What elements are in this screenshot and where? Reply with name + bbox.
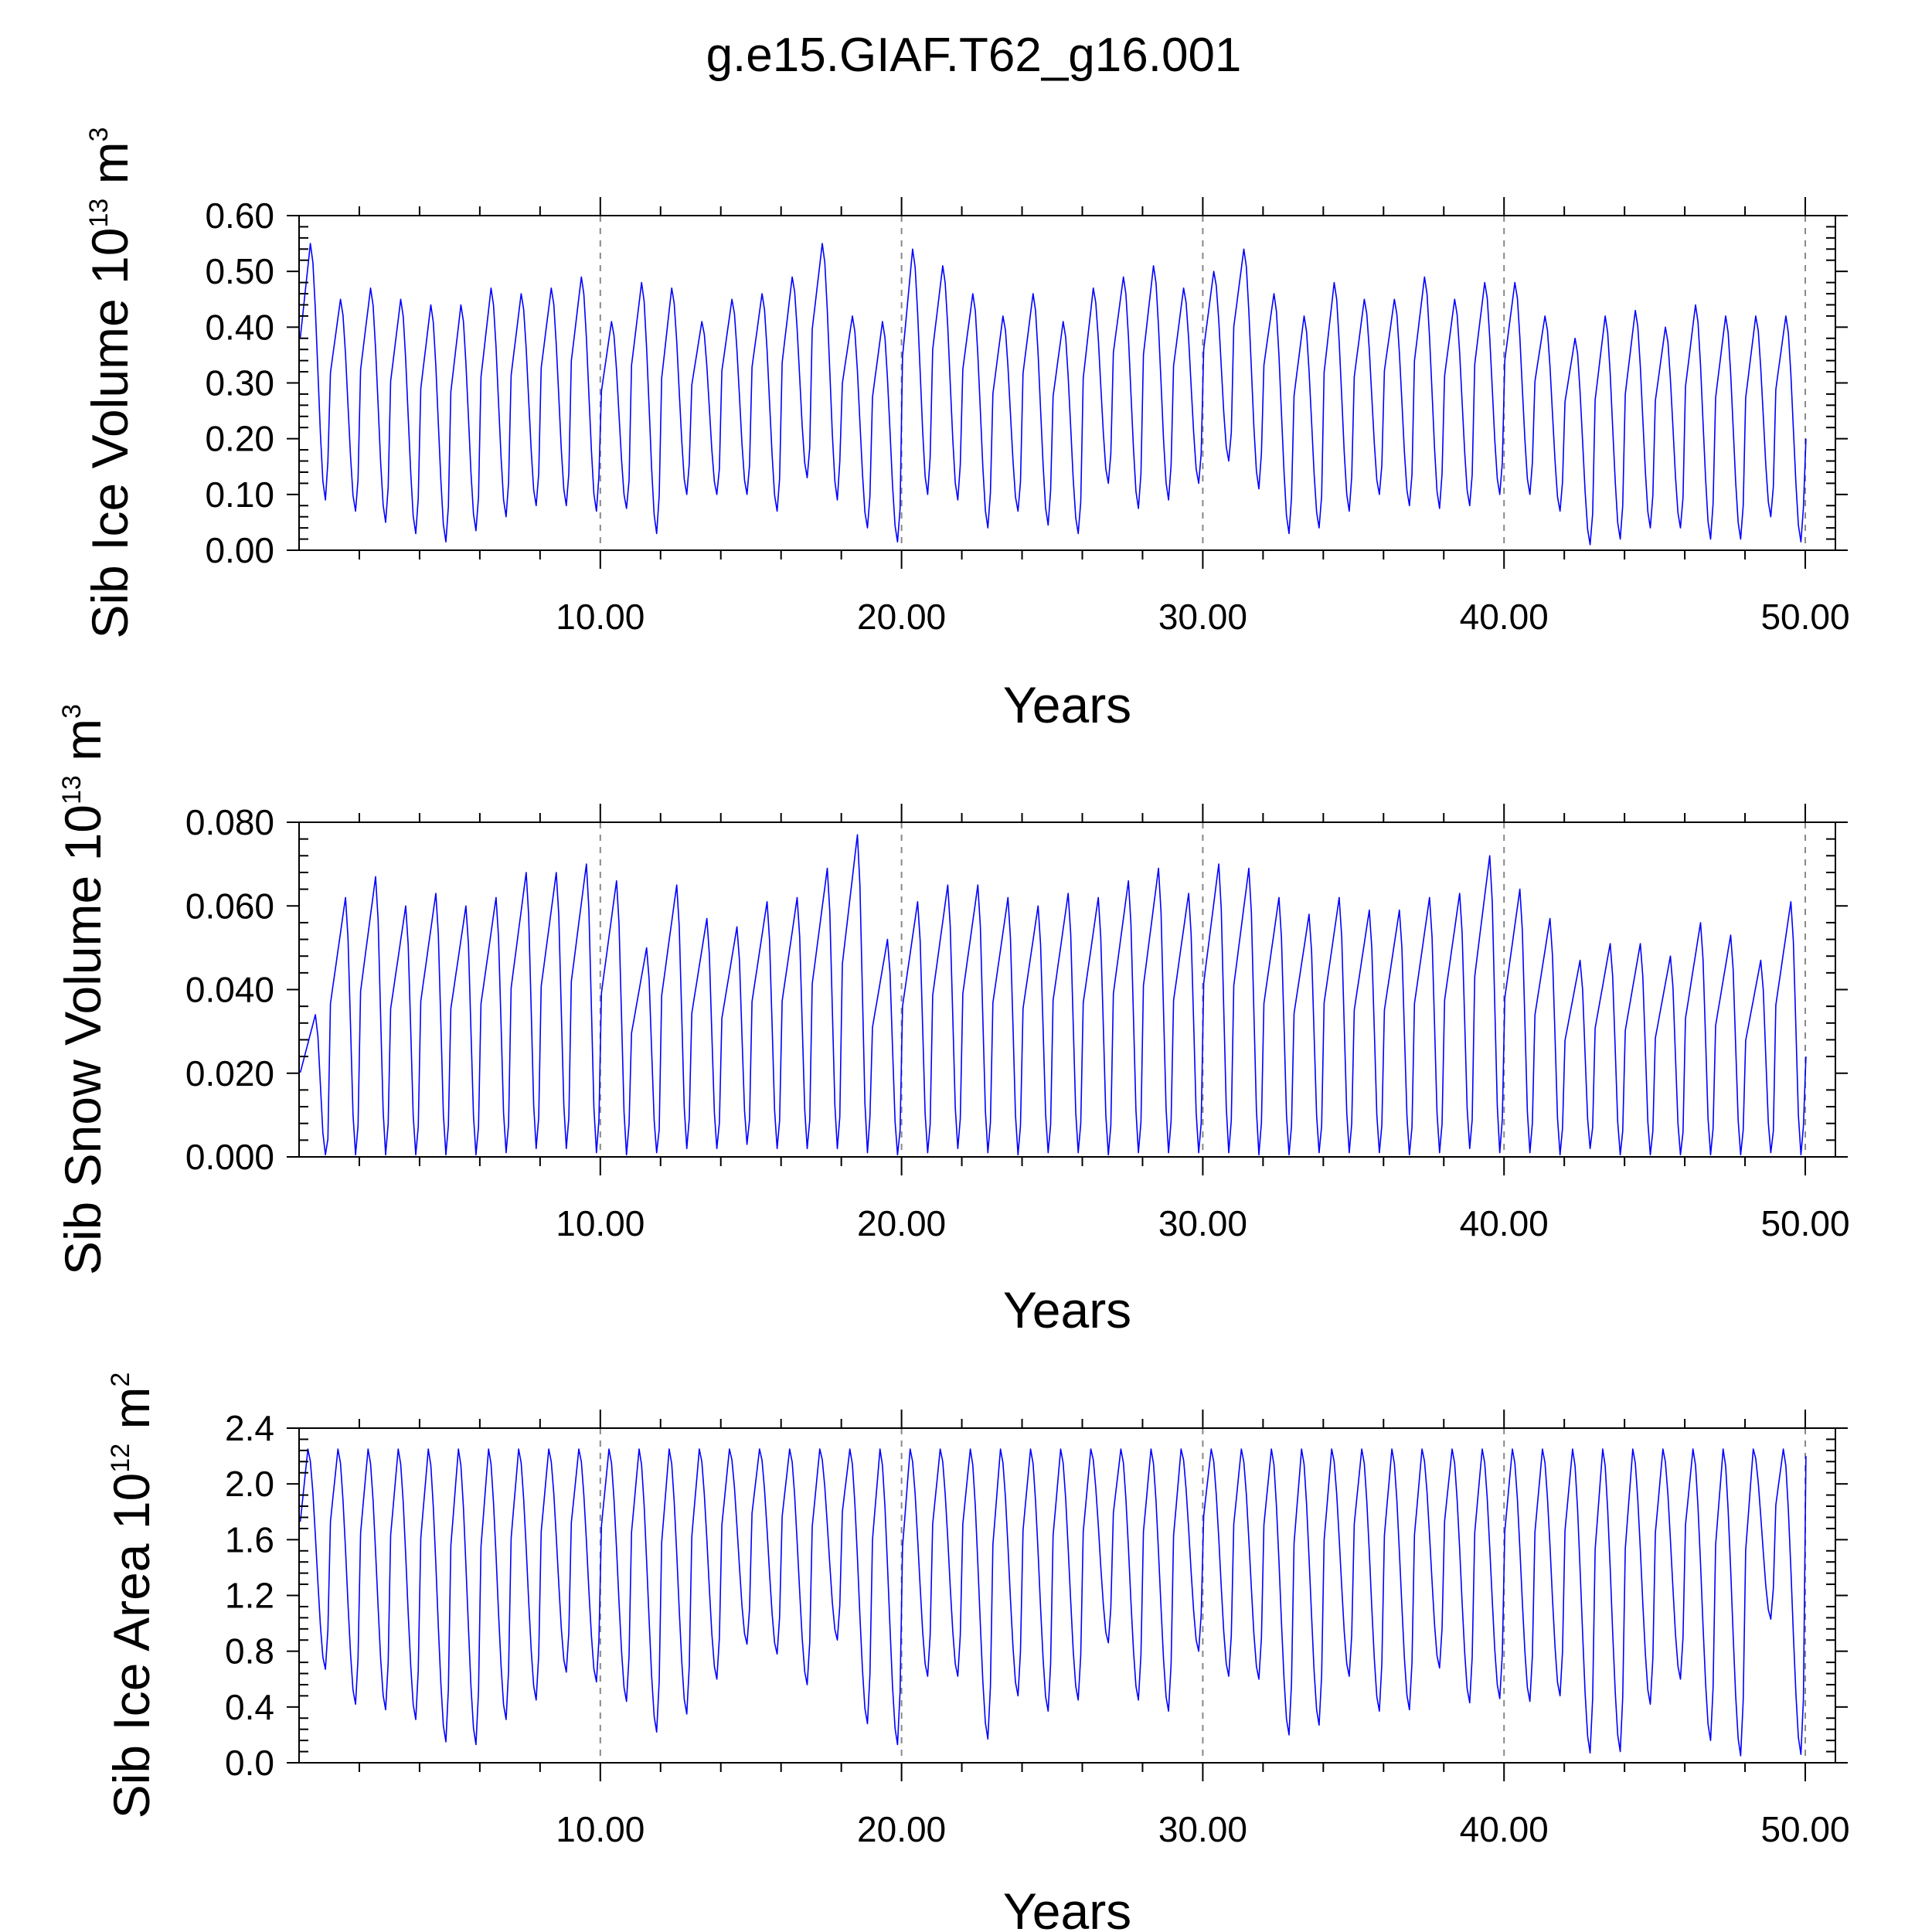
x-tick-label: 40.00 [1460, 1203, 1549, 1243]
panel-ice-area: 10.00 20.00 30.00 40.00 50.00 0.0 0.4 0.8 1.2 1.6… [103, 1372, 1850, 1932]
figure-title: g.e15.GIAF.T62_g16.001 [706, 29, 1242, 82]
y-tick-label: 0.30 [205, 363, 274, 403]
y-tick-label: 0.040 [185, 970, 274, 1010]
y-axis-title-ice-area: Sib Ice Area 1012 m2 [103, 1372, 160, 1819]
ticks-ice-volume [287, 197, 1848, 569]
x-tick-label: 50.00 [1760, 597, 1849, 637]
y-axis-title-ice-volume: Sib Ice Volume 1013 m3 [81, 127, 138, 638]
y-axis-title-exponent: 13 [84, 199, 114, 228]
x-tick-label: 40.00 [1460, 597, 1549, 637]
y-axis-title-text: Sib Ice Area 10 [103, 1473, 160, 1819]
x-tick-label: 10.00 [556, 1203, 645, 1243]
x-tick-label: 20.00 [857, 1203, 946, 1243]
y-axis-title-unit: m [54, 719, 111, 761]
x-tick-label: 30.00 [1158, 597, 1247, 637]
y-tick-label: 1.2 [225, 1576, 274, 1616]
panel-snow-volume: 10.00 20.00 30.00 40.00 50.00 0.000 0.020 0.040… [54, 704, 1850, 1338]
y-tick-label: 1.6 [225, 1519, 274, 1560]
x-tick-label: 10.00 [556, 1809, 645, 1849]
y-tick-label: 0.20 [205, 419, 274, 459]
labels-ice-volume: 10.00 20.00 30.00 40.00 50.00 0.00 0.10 0.20 0.3… [205, 196, 1849, 637]
y-axis-title-text: Sib Snow Volume 10 [54, 804, 111, 1275]
y-tick-label: 2.0 [225, 1464, 274, 1504]
y-axis-title-unit-exponent: 2 [106, 1372, 135, 1387]
x-axis-title-ice-area: Years [1003, 1883, 1131, 1932]
y-tick-label: 0.60 [205, 196, 274, 236]
y-axis-title-text: Sib Ice Volume 10 [81, 228, 138, 639]
x-tick-label: 20.00 [857, 597, 946, 637]
y-tick-label: 0.020 [185, 1053, 274, 1094]
y-axis-title-snow-volume: Sib Snow Volume 1013 m3 [54, 704, 111, 1275]
x-tick-label: 20.00 [857, 1809, 946, 1849]
y-axis-title-unit: m [103, 1387, 160, 1430]
y-tick-label: 0.40 [205, 307, 274, 347]
series-ice-area-line [299, 1448, 1807, 1757]
panel-ice-volume: 10.00 20.00 30.00 40.00 50.00 0.00 0.10 0.20 0.3… [81, 127, 1850, 733]
ticks-ice-area [287, 1410, 1848, 1781]
y-axis-title-exponent: 12 [106, 1444, 135, 1473]
x-tick-label: 50.00 [1760, 1203, 1849, 1243]
x-tick-label: 30.00 [1158, 1203, 1247, 1243]
ticks-snow-volume [287, 804, 1848, 1175]
x-axis-title-snow-volume: Years [1003, 1281, 1131, 1338]
y-axis-title-unit: m [81, 141, 138, 184]
x-tick-label: 30.00 [1158, 1809, 1247, 1849]
y-tick-label: 0.8 [225, 1631, 274, 1672]
x-axis-title-ice-volume: Years [1003, 676, 1131, 733]
y-axis-title-exponent: 13 [57, 775, 87, 804]
y-tick-label: 0.0 [225, 1743, 274, 1783]
labels-snow-volume: 10.00 20.00 30.00 40.00 50.00 0.000 0.020 0.040… [185, 802, 1850, 1243]
labels-ice-area: 10.00 20.00 30.00 40.00 50.00 0.0 0.4 0.8 1.2 1.6… [225, 1408, 1850, 1849]
series-snow-volume-line [299, 834, 1807, 1156]
y-axis-title-unit-exponent: 3 [57, 704, 87, 719]
y-tick-label: 0.080 [185, 802, 274, 842]
y-tick-label: 0.4 [225, 1687, 274, 1727]
x-tick-label: 50.00 [1760, 1809, 1849, 1849]
y-tick-label: 0.10 [205, 474, 274, 515]
series-ice-volume-line [299, 243, 1807, 546]
y-axis-title-unit-exponent: 3 [84, 127, 114, 141]
y-tick-label: 0.50 [205, 251, 274, 291]
y-tick-label: 2.4 [225, 1408, 274, 1448]
x-tick-label: 10.00 [556, 597, 645, 637]
y-tick-label: 0.060 [185, 886, 274, 926]
y-tick-label: 0.00 [205, 530, 274, 570]
x-tick-label: 40.00 [1460, 1809, 1549, 1849]
y-tick-label: 0.000 [185, 1137, 274, 1177]
